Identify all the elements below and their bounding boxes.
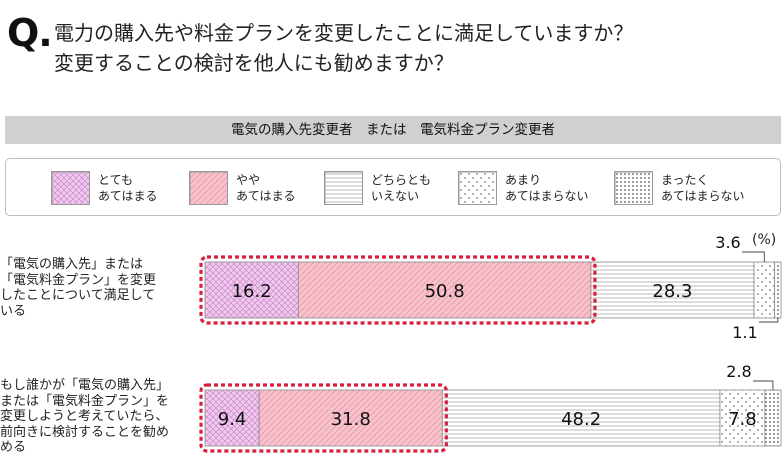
bar-segment-strongly-agree <box>204 389 260 447</box>
top-two-box-highlight <box>199 255 597 325</box>
legend-swatch-somewhat-disagree <box>458 171 497 205</box>
legend-label: まったく あてはまらない <box>661 173 745 203</box>
legend-swatch-somewhat-agree <box>189 171 228 205</box>
bar-segment-somewhat-agree <box>258 389 443 447</box>
question-title: 電力の購入先や料金プランを変更したことに満足していますか？ 変更することの検討を… <box>54 18 774 78</box>
legend-swatch-strongly-disagree <box>614 171 653 205</box>
callout-leader-line <box>759 318 779 323</box>
value-label-somewhat-agree: 50.8 <box>425 281 465 302</box>
respondent-banner: 電気の購入先変更者 または 電気料金プラン変更者 <box>5 116 781 144</box>
value-label-somewhat-disagree: 7.8 <box>728 409 757 430</box>
value-label-neutral: 28.3 <box>652 281 692 302</box>
question-line-2: 変更することの検討を他人にも勧めますか？ <box>54 51 454 75</box>
legend-swatch-neutral <box>324 171 363 205</box>
top-two-box-highlight <box>199 383 448 453</box>
legend-label: どちらとも いえない <box>371 173 432 203</box>
bar-segment-neutral <box>441 389 721 447</box>
bar-segment-somewhat-disagree <box>719 389 766 447</box>
value-label-strongly-agree: 9.4 <box>218 409 247 430</box>
bar-segment-strongly-disagree <box>764 389 782 447</box>
percent-unit-label: (%) <box>752 232 777 248</box>
row-label-satisfied: 「電気の購入先」または 「電気料金プラン」を変更 したことについて満足して いる <box>0 257 157 319</box>
bar-segment-neutral <box>590 261 755 319</box>
bar-segment-somewhat-agree <box>297 261 592 319</box>
callout-leader-line <box>753 380 774 390</box>
legend-label: とても あてはまる <box>98 173 158 203</box>
chart-legend: とても あてはまる やや あてはまる どちらとも いえない あまり あてはまらな… <box>5 158 781 216</box>
value-label-strongly-disagree: 1.1 <box>732 323 757 342</box>
legend-label: あまり あてはまらない <box>505 173 589 203</box>
bar-segment-somewhat-disagree <box>753 261 776 319</box>
question-line-1: 電力の購入先や料金プランを変更したことに満足していますか？ <box>54 21 634 45</box>
row-label-recommend: もし誰かが「電気の購入先」 または「電気料金プラン」を 変更しようと考えていたら… <box>0 378 170 455</box>
bar-segment-strongly-agree <box>204 261 299 319</box>
bar-segment-strongly-disagree <box>774 261 782 319</box>
value-label-somewhat-agree: 31.8 <box>331 409 371 430</box>
value-label-somewhat-disagree: 3.6 <box>715 233 740 252</box>
legend-swatch-strongly-agree <box>51 171 90 205</box>
legend-label: やや あてはまる <box>236 173 296 203</box>
value-label-strongly-agree: 16.2 <box>232 281 272 302</box>
value-label-strongly-disagree: 2.8 <box>726 362 751 381</box>
value-label-neutral: 48.2 <box>561 409 601 430</box>
callout-leader-line <box>742 251 765 262</box>
question-mark: Q. <box>7 11 53 55</box>
